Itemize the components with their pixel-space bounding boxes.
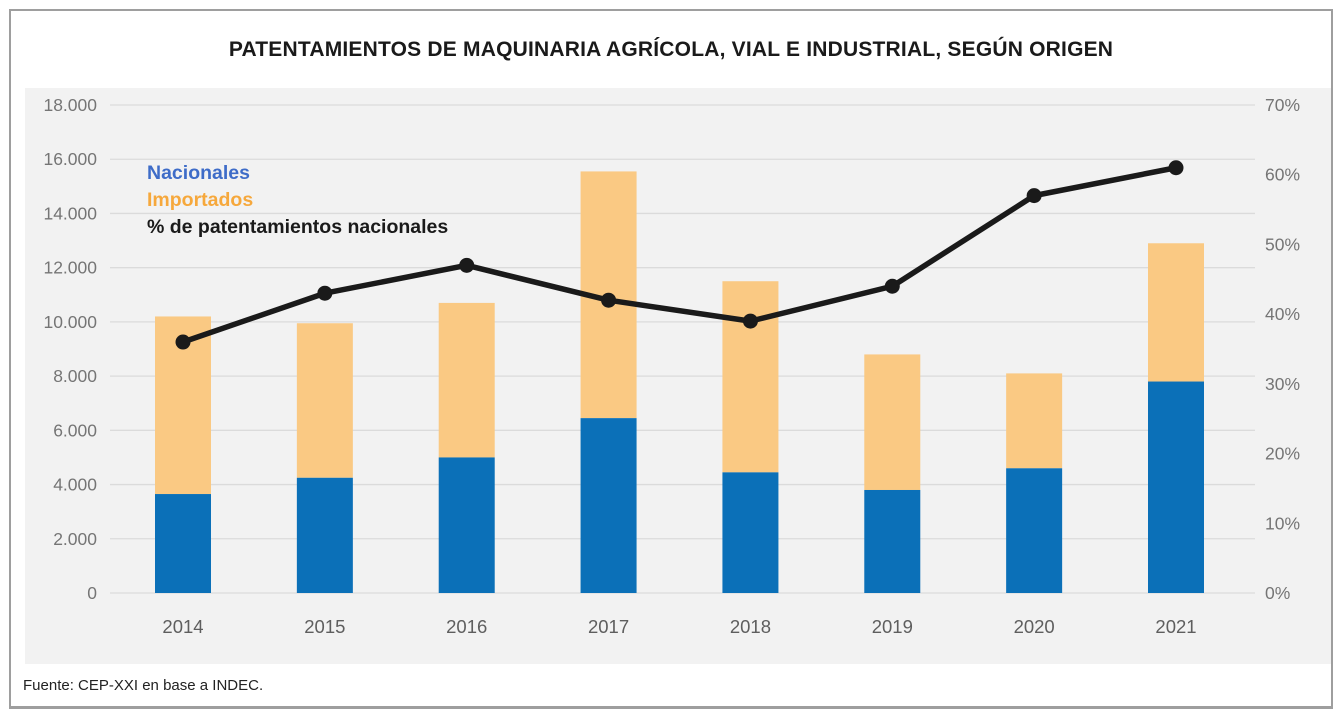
pct-line-point <box>175 334 191 350</box>
x-axis-label: 2021 <box>1155 616 1196 637</box>
bar-nacionales <box>864 489 921 593</box>
bar-importados <box>1006 373 1063 469</box>
right-axis-tick: 10% <box>1265 513 1300 533</box>
pct-line-point <box>317 285 333 301</box>
bar-nacionales <box>1147 381 1204 593</box>
right-axis-tick: 0% <box>1265 583 1290 603</box>
right-axis-tick: 40% <box>1265 304 1300 324</box>
chart-legend: Nacionales Importados % de patentamiento… <box>147 160 448 241</box>
bar-importados <box>722 281 779 473</box>
left-axis-tick: 0 <box>87 583 97 603</box>
left-axis-tick: 12.000 <box>43 258 97 278</box>
bar-nacionales <box>438 457 495 593</box>
x-axis-label: 2019 <box>872 616 913 637</box>
x-axis-label: 2016 <box>446 616 487 637</box>
pct-line-point <box>459 257 475 273</box>
left-axis-tick: 10.000 <box>43 312 97 332</box>
right-axis-tick: 70% <box>1265 95 1300 115</box>
right-axis-tick: 20% <box>1265 444 1300 464</box>
legend-label-nacionales: Nacionales <box>147 162 250 184</box>
bar-nacionales <box>722 472 779 593</box>
right-axis-tick: 60% <box>1265 165 1300 185</box>
bar-importados <box>1147 243 1204 382</box>
right-axis-tick: 50% <box>1265 234 1300 254</box>
bar-nacionales <box>1006 468 1063 593</box>
bar-importados <box>438 302 495 458</box>
left-axis-tick: 2.000 <box>53 529 97 549</box>
x-axis-label: 2014 <box>162 616 203 637</box>
left-axis-tick: 6.000 <box>53 420 97 440</box>
chart-svg: 0 2.000 4.000 6.000 8.000 10.000 12.000 14.000 1… <box>43 95 1300 637</box>
left-axis-tick: 16.000 <box>43 149 97 169</box>
pct-line-point <box>742 313 758 329</box>
pct-line-point <box>601 292 617 308</box>
plot-panel: 0 2.000 4.000 6.000 8.000 10.000 12.000 14.000 1… <box>25 88 1331 664</box>
x-axis-label: 2020 <box>1014 616 1055 637</box>
left-axis-tick: 4.000 <box>53 475 97 495</box>
bar-nacionales <box>155 494 211 593</box>
source-note: Fuente: CEP-XXI en base a INDEC. <box>23 676 264 694</box>
left-axis-tick: 8.000 <box>53 366 97 386</box>
left-axis-tick: 14.000 <box>43 203 97 223</box>
chart-frame: PATENTAMIENTOS DE MAQUINARIA AGRÍCOLA, V… <box>9 9 1333 709</box>
pct-line <box>180 164 1179 345</box>
right-axis-tick: 30% <box>1265 374 1300 394</box>
pct-line-point <box>884 278 900 294</box>
x-axis-label: 2018 <box>730 616 771 637</box>
footer: Fuente: CEP-XXI en base a INDEC. <box>11 664 1331 706</box>
left-axis-tick: 18.000 <box>43 95 97 115</box>
legend-label-importados: Importados <box>147 189 254 211</box>
bar-importados <box>296 323 353 478</box>
bar-nacionales <box>296 477 353 593</box>
chart-title: PATENTAMIENTOS DE MAQUINARIA AGRÍCOLA, V… <box>228 37 1114 61</box>
x-axis-label: 2017 <box>588 616 629 637</box>
bar-importados <box>864 354 921 490</box>
legend-item-line: % de patentamientos nacionales <box>147 214 448 241</box>
x-axis-label: 2015 <box>304 616 345 637</box>
pct-line-point <box>1026 188 1042 204</box>
pct-line-point <box>1168 160 1184 176</box>
legend-item-importados: Importados <box>147 187 448 214</box>
legend-label-line: % de patentamientos nacionales <box>147 216 449 238</box>
bar-nacionales <box>580 418 637 593</box>
title-band: PATENTAMIENTOS DE MAQUINARIA AGRÍCOLA, V… <box>11 11 1331 88</box>
legend-item-nacionales: Nacionales <box>147 160 448 187</box>
